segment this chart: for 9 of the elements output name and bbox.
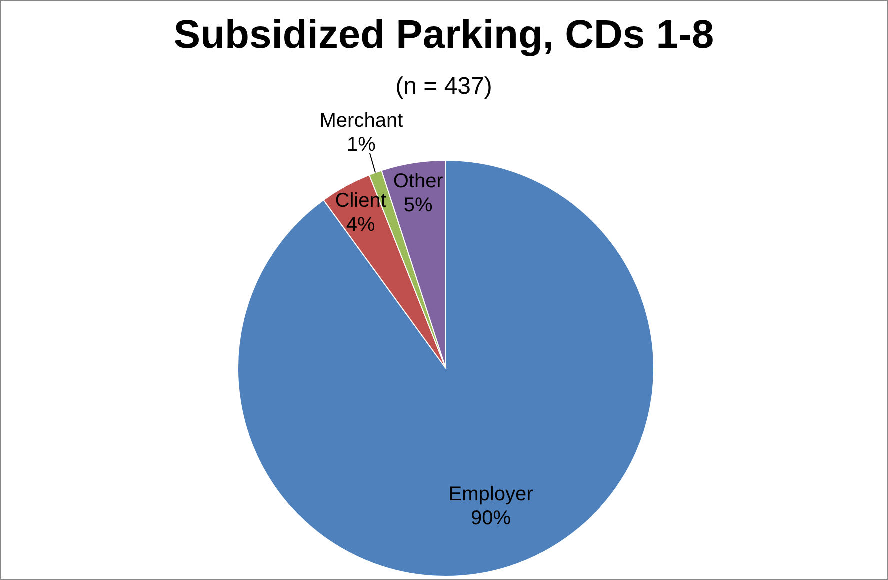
chart-subtitle: (n = 437) — [394, 73, 494, 101]
data-label: 5% — [404, 194, 434, 216]
slice-label: Employer — [448, 483, 534, 506]
slice-label: Other — [393, 170, 444, 192]
chart-title: Subsidized Parking, CDs 1-8 — [172, 13, 716, 58]
data-label: 4% — [346, 214, 376, 236]
slice-label: Merchant — [320, 110, 404, 132]
data-label: 90% — [470, 507, 512, 530]
data-label: 1% — [347, 134, 376, 156]
